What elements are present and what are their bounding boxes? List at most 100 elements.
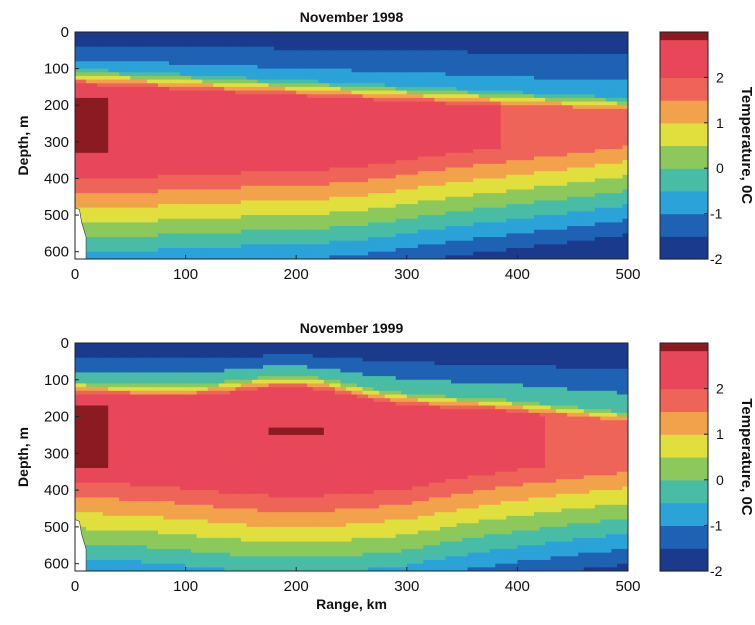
heatmap-cell bbox=[257, 141, 264, 147]
heatmap-cell bbox=[467, 50, 474, 55]
heatmap-cell bbox=[174, 226, 181, 231]
heatmap-cell bbox=[296, 244, 303, 249]
heatmap-cell bbox=[301, 79, 308, 84]
heatmap-cell bbox=[451, 134, 458, 139]
heatmap-cell bbox=[97, 149, 104, 154]
heatmap-cell bbox=[373, 189, 380, 194]
heatmap-cell bbox=[80, 156, 87, 161]
heatmap-cell bbox=[473, 178, 480, 183]
heatmap-cell bbox=[390, 119, 397, 125]
heatmap-cell bbox=[318, 189, 325, 194]
heatmap-cell bbox=[157, 171, 165, 176]
heatmap-cell bbox=[296, 112, 303, 117]
heatmap-cell bbox=[451, 163, 458, 169]
heatmap-cell bbox=[412, 141, 419, 147]
heatmap-cell bbox=[473, 248, 480, 253]
heatmap-cell bbox=[334, 61, 342, 66]
heatmap-cell bbox=[345, 248, 353, 253]
heatmap-cell bbox=[462, 226, 469, 231]
heatmap-cell bbox=[135, 119, 142, 125]
heatmap-cell bbox=[312, 86, 319, 92]
heatmap-cell bbox=[379, 182, 386, 187]
heatmap-cell bbox=[423, 127, 430, 132]
heatmap-cell bbox=[135, 108, 142, 114]
heatmap-cell bbox=[467, 193, 474, 198]
heatmap-cell bbox=[257, 145, 264, 150]
heatmap-cell bbox=[152, 68, 159, 73]
heatmap-cell bbox=[401, 178, 408, 183]
heatmap-cell bbox=[108, 211, 115, 216]
heatmap-cell bbox=[417, 226, 424, 231]
heatmap-cell bbox=[417, 156, 424, 161]
heatmap-cell bbox=[439, 226, 447, 231]
heatmap-cell bbox=[124, 248, 131, 253]
heatmap-cell bbox=[351, 156, 358, 161]
heatmap-cell bbox=[357, 185, 364, 191]
heatmap-cell bbox=[102, 50, 109, 55]
heatmap-cell bbox=[279, 233, 286, 238]
heatmap-cell bbox=[362, 50, 369, 55]
heatmap-cell bbox=[135, 240, 142, 245]
heatmap-cell bbox=[263, 163, 270, 169]
heatmap-cell bbox=[296, 53, 303, 59]
heatmap-cell bbox=[473, 72, 480, 77]
heatmap-cell bbox=[196, 167, 203, 172]
heatmap-cell bbox=[290, 145, 297, 150]
heatmap-cell bbox=[357, 193, 364, 198]
heatmap-cell bbox=[357, 156, 364, 161]
heatmap-cell bbox=[500, 244, 507, 249]
heatmap-cell bbox=[263, 149, 270, 154]
heatmap-cell bbox=[290, 207, 297, 213]
heatmap-cell bbox=[495, 218, 502, 223]
heatmap-cell bbox=[329, 171, 336, 176]
heatmap-cell bbox=[86, 141, 93, 147]
heatmap-cell bbox=[340, 149, 347, 154]
heatmap-cell bbox=[379, 97, 386, 103]
heatmap-cell bbox=[384, 127, 391, 132]
heatmap-cell bbox=[174, 160, 181, 165]
heatmap-cell bbox=[191, 152, 198, 158]
heatmap-cell bbox=[163, 174, 170, 180]
heatmap-cell bbox=[119, 46, 126, 51]
heatmap-cell bbox=[80, 90, 87, 95]
heatmap-cell bbox=[351, 160, 358, 165]
heatmap-cell bbox=[135, 46, 142, 51]
heatmap-cell bbox=[434, 138, 441, 143]
heatmap-cell bbox=[334, 141, 342, 147]
heatmap-cell bbox=[373, 68, 380, 73]
heatmap-cell bbox=[157, 222, 165, 227]
heatmap-cell bbox=[451, 233, 458, 238]
heatmap-cell bbox=[124, 145, 131, 150]
heatmap-cell bbox=[451, 237, 458, 242]
heatmap-cell bbox=[180, 167, 187, 172]
heatmap-cell bbox=[307, 233, 314, 238]
heatmap-cell bbox=[251, 141, 259, 147]
heatmap-cell bbox=[97, 171, 104, 176]
heatmap-cell bbox=[445, 61, 452, 66]
heatmap-cell bbox=[334, 200, 342, 205]
heatmap-cell bbox=[163, 215, 170, 220]
heatmap-cell bbox=[351, 86, 358, 92]
heatmap-cell bbox=[135, 130, 142, 136]
heatmap-cell bbox=[439, 35, 447, 40]
heatmap-cell bbox=[357, 50, 364, 55]
heatmap-cell bbox=[229, 189, 236, 194]
heatmap-cell bbox=[251, 138, 259, 143]
heatmap-cell bbox=[285, 50, 292, 55]
heatmap-cell bbox=[379, 68, 386, 73]
heatmap-cell bbox=[340, 211, 347, 216]
heatmap-cell bbox=[362, 193, 369, 198]
heatmap-cell bbox=[423, 130, 430, 136]
heatmap-cell bbox=[473, 174, 480, 180]
heatmap-cell bbox=[207, 57, 214, 62]
heatmap-cell bbox=[124, 196, 131, 202]
heatmap-cell bbox=[373, 105, 380, 110]
heatmap-cell bbox=[390, 196, 397, 202]
heatmap-cell bbox=[500, 233, 507, 238]
heatmap-cell bbox=[412, 244, 419, 249]
heatmap-cell bbox=[384, 178, 391, 183]
heatmap-cell bbox=[318, 68, 325, 73]
heatmap-cell bbox=[290, 244, 297, 249]
heatmap-cell bbox=[478, 182, 485, 187]
heatmap-cell bbox=[478, 112, 485, 117]
